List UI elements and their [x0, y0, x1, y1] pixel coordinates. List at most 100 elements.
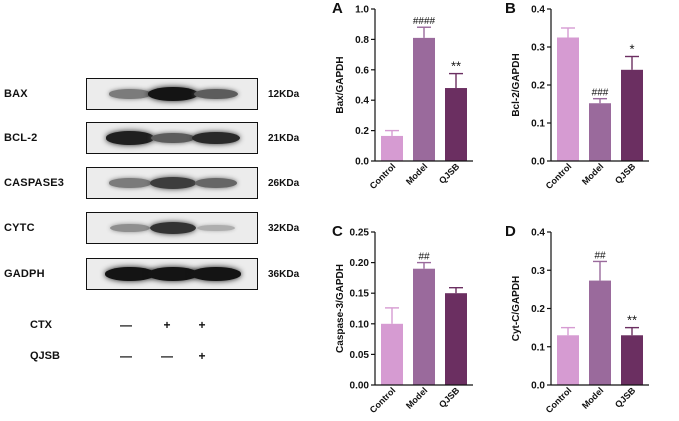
bar-model	[413, 268, 435, 385]
y-tick-label: 0.05	[350, 350, 370, 361]
bar-control	[381, 323, 403, 385]
blot-kda-label: 26KDa	[268, 178, 300, 189]
y-tick-label: 0.1	[531, 342, 545, 353]
y-axis-label: Cyt-C/GAPDH	[511, 276, 522, 342]
blot-band	[105, 131, 155, 145]
panel-label: A	[332, 0, 343, 17]
blot-strip	[86, 212, 258, 244]
category-label: Control	[368, 161, 398, 191]
blot-band	[109, 178, 151, 188]
significance-marker: ###	[592, 88, 609, 99]
bar-qjsb	[621, 335, 643, 385]
y-tick-label: 0.1	[531, 119, 545, 130]
blot-strip	[86, 122, 258, 154]
bar-control	[381, 135, 403, 161]
blot-kda-label: 21KDa	[268, 133, 300, 144]
y-tick-label: 0.0	[531, 381, 545, 392]
blot-protein-label: BCL-2	[4, 132, 38, 144]
blot-band	[148, 267, 198, 281]
category-label: Model	[580, 385, 605, 410]
category-label: Model	[580, 161, 605, 186]
bar-model	[589, 103, 611, 161]
blot-band	[197, 224, 235, 232]
y-axis-label: Bcl-2/GAPDH	[511, 53, 522, 116]
y-tick-label: 0.00	[350, 381, 370, 392]
blot-band	[105, 267, 155, 281]
y-tick-label: 0.2	[531, 81, 545, 92]
significance-marker: ##	[594, 250, 606, 261]
significance-marker: ####	[413, 16, 436, 27]
blot-protein-label: CASPASE3	[4, 177, 65, 189]
blot-protein-label: GADPH	[4, 268, 45, 280]
significance-marker: **	[451, 59, 461, 74]
blot-band	[191, 267, 241, 281]
blot-band	[109, 89, 151, 99]
y-tick-label: 0.3	[531, 266, 545, 277]
y-tick-label: 0.4	[531, 5, 545, 16]
blot-band	[194, 178, 238, 188]
category-label: QJSB	[613, 161, 638, 186]
blot-strip	[86, 258, 258, 290]
panel-label: C	[332, 223, 343, 240]
bar-qjsb	[621, 69, 643, 161]
blot-protein-label: CYTC	[4, 222, 35, 234]
bar-control	[557, 335, 579, 385]
blot-band	[148, 87, 198, 101]
y-tick-label: 0.20	[350, 258, 370, 269]
chart-b-bcl2: B Bcl-2/GAPDH Control ### Model * QJSB 0.0 0.1 0.…	[505, 0, 649, 191]
category-label: QJSB	[613, 385, 638, 410]
y-tick-label: 0.0	[355, 157, 369, 168]
y-tick-label: 0.8	[355, 35, 369, 46]
treatment-sign: +	[198, 349, 206, 363]
y-tick-label: 0.3	[531, 43, 545, 54]
y-tick-label: 0.4	[355, 96, 369, 107]
category-label: Model	[404, 161, 429, 186]
y-tick-label: 1.0	[355, 5, 369, 16]
chart-a-bax: A Bax/GAPDH Control #### Model ** QJSB 0.0 0.2 0.…	[332, 0, 473, 191]
blot-band	[151, 132, 195, 144]
treatment-sign: +	[163, 318, 171, 332]
blot-band	[194, 88, 238, 100]
panel-label: B	[505, 0, 516, 17]
y-tick-label: 0.2	[531, 304, 545, 315]
category-label: Control	[368, 385, 398, 415]
significance-marker: *	[629, 42, 634, 57]
treatment-sign: —	[120, 349, 132, 363]
significance-marker: **	[627, 313, 637, 328]
treatment-sign: —	[120, 318, 132, 332]
y-tick-label: 0.15	[350, 289, 370, 300]
y-tick-label: 0.6	[355, 65, 369, 76]
blot-kda-label: 32KDa	[268, 223, 300, 234]
significance-marker: ##	[418, 252, 430, 263]
category-label: QJSB	[437, 385, 462, 410]
blot-protein-label: BAX	[4, 88, 28, 100]
bar-qjsb	[445, 293, 467, 385]
blot-band	[110, 223, 150, 233]
category-label: Control	[544, 385, 574, 415]
y-axis-label: Bax/GAPDH	[335, 56, 346, 113]
y-axis-label: Caspase-3/GAPDH	[335, 264, 346, 353]
treatment-sign: —	[161, 349, 173, 363]
chart-c-caspase3: C Caspase-3/GAPDH Control ## Model QJSB 0.00 0.…	[332, 223, 473, 415]
category-label: QJSB	[437, 161, 462, 186]
treatment-label: CTX	[30, 319, 52, 331]
y-tick-label: 0.2	[355, 126, 369, 137]
blot-band	[192, 131, 240, 145]
blot-strip	[86, 78, 258, 110]
category-label: Control	[544, 161, 574, 191]
treatment-label: QJSB	[30, 350, 60, 362]
bar-model	[413, 37, 435, 161]
bar-qjsb	[445, 88, 467, 161]
blot-band	[150, 177, 196, 189]
panel-label: D	[505, 223, 516, 240]
blot-kda-label: 36KDa	[268, 269, 300, 280]
y-tick-label: 0.25	[350, 228, 370, 239]
blot-strip	[86, 167, 258, 199]
bar-model	[589, 280, 611, 385]
category-label: Model	[404, 385, 429, 410]
blot-kda-label: 12KDa	[268, 89, 300, 100]
treatment-sign: +	[198, 318, 206, 332]
y-tick-label: 0.4	[531, 228, 545, 239]
y-tick-label: 0.0	[531, 157, 545, 168]
y-tick-label: 0.10	[350, 319, 370, 330]
